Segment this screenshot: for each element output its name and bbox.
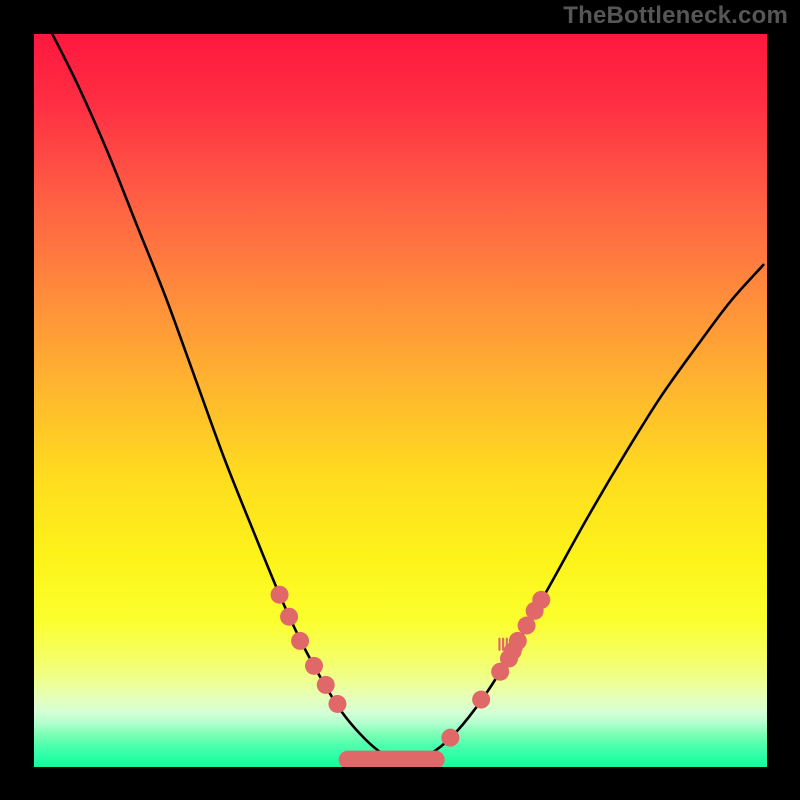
- watermark-text: TheBottleneck.com: [563, 2, 788, 30]
- bottleneck-curve: [52, 34, 763, 761]
- chart-frame: TheBottleneck.com: [0, 0, 800, 800]
- curve-marker: [280, 608, 298, 626]
- curve-marker: [532, 591, 550, 609]
- curve-marker: [328, 695, 346, 713]
- curve-marker: [441, 729, 459, 747]
- curve-marker: [271, 586, 289, 604]
- curve-marker: [305, 657, 323, 675]
- curve-marker: [291, 632, 309, 650]
- curve-marker: [472, 691, 490, 709]
- curve-marker: [509, 632, 527, 650]
- plot-area: [34, 34, 767, 767]
- curve-marker: [317, 676, 335, 694]
- curve-layer: [34, 34, 767, 767]
